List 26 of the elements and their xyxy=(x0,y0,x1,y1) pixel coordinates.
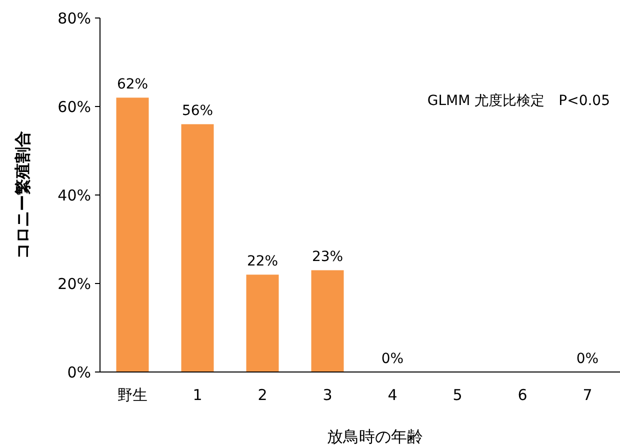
x-tick-label: 3 xyxy=(322,386,332,404)
y-tick-label: 20% xyxy=(58,274,91,293)
annotation: GLMM 尤度比検定 P<0.05 xyxy=(427,93,610,109)
data-label: 23% xyxy=(312,249,344,266)
bar xyxy=(311,270,344,372)
data-label: 0% xyxy=(576,351,599,367)
x-tick-label: 6 xyxy=(518,386,528,404)
bar xyxy=(116,98,149,372)
y-tick-label: 0% xyxy=(67,363,91,382)
data-label: 56% xyxy=(182,103,214,120)
y-axis-title: コロニー繁殖割合 xyxy=(13,131,32,259)
x-tick-label: 1 xyxy=(192,386,202,404)
data-label: 0% xyxy=(381,351,404,367)
x-tick-label: 7 xyxy=(582,386,592,404)
bar xyxy=(246,274,279,372)
data-label: 62% xyxy=(116,76,148,93)
x-tick-label: 4 xyxy=(388,386,398,404)
y-tick-label: 80% xyxy=(58,9,91,28)
x-tick-label: 2 xyxy=(258,386,268,404)
bar xyxy=(181,124,214,372)
x-axis-title: 放鳥時の年齢 xyxy=(327,427,423,446)
x-tick-label: 野生 xyxy=(118,386,148,404)
y-tick-label: 60% xyxy=(58,98,91,116)
x-tick-label: 5 xyxy=(452,386,462,404)
y-tick-label: 40% xyxy=(58,186,91,204)
data-label: 22% xyxy=(246,254,278,270)
